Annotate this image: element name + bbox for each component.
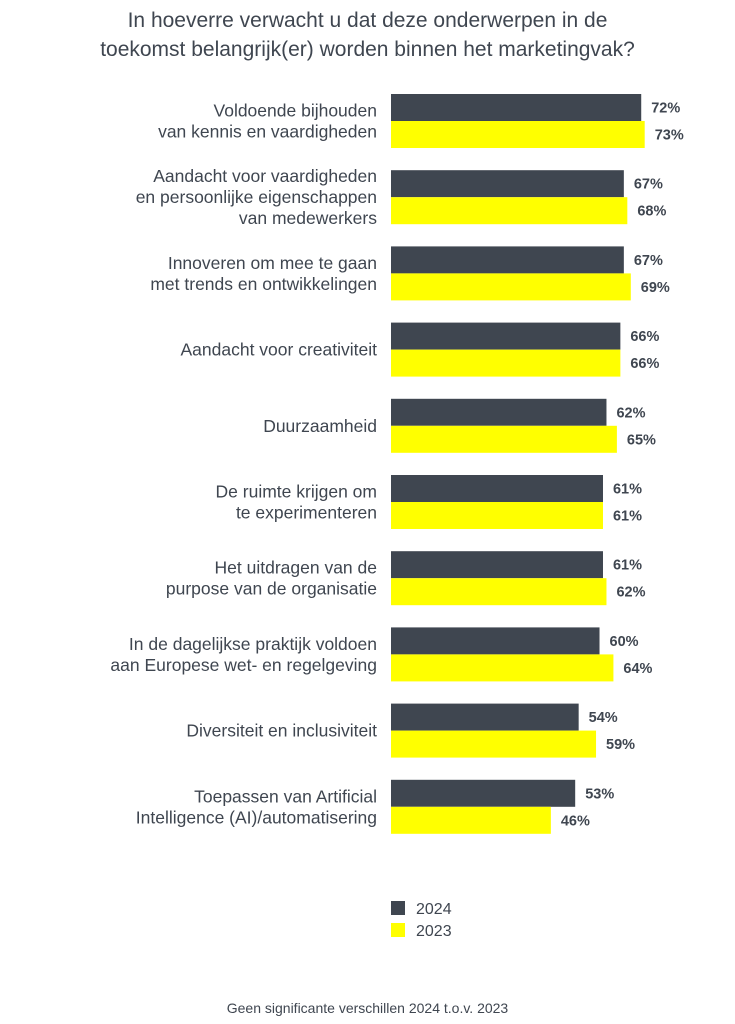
value-label-2023: 66% bbox=[630, 356, 659, 372]
category-label: Het uitdragen van de bbox=[215, 558, 377, 578]
category-label: aan Europese wet- en regelgeving bbox=[110, 655, 377, 675]
chart-title: In hoeverre verwacht u dat deze onderwer… bbox=[0, 6, 735, 64]
bar-2024 bbox=[391, 703, 579, 731]
category-label: van kennis en vaardigheden bbox=[158, 122, 377, 142]
legend-label-2024: 2024 bbox=[416, 901, 452, 918]
bar-2023 bbox=[391, 578, 607, 606]
category-label: Toepassen van Artificial bbox=[194, 786, 377, 806]
bar-2023 bbox=[391, 273, 631, 301]
category-label: Diversiteit en inclusiviteit bbox=[186, 721, 377, 741]
value-label-2023: 69% bbox=[641, 280, 670, 296]
bar-2024 bbox=[391, 398, 607, 426]
bar-2024 bbox=[391, 246, 624, 274]
bar-2024 bbox=[391, 94, 642, 121]
chart-title-line-2: toekomst belangrijk(er) worden binnen he… bbox=[100, 38, 635, 61]
value-label-2024: 53% bbox=[585, 786, 614, 802]
category-label: De ruimte krijgen om bbox=[216, 482, 377, 502]
value-label-2023: 65% bbox=[627, 432, 656, 448]
category-label: Intelligence (AI)/automatisering bbox=[136, 807, 377, 827]
category-label: Aandacht voor creativiteit bbox=[181, 340, 378, 360]
category-label: met trends en ontwikkelingen bbox=[150, 274, 377, 294]
value-label-2024: 67% bbox=[634, 253, 663, 269]
legend-label-2023: 2023 bbox=[416, 923, 452, 940]
value-label-2024: 72% bbox=[651, 101, 680, 117]
bar-2023 bbox=[391, 502, 603, 529]
value-label-2024: 54% bbox=[589, 710, 618, 726]
value-label-2023: 61% bbox=[613, 509, 642, 525]
bar-2023 bbox=[391, 121, 645, 148]
bar-2023 bbox=[391, 197, 628, 225]
value-label-2023: 59% bbox=[606, 737, 635, 753]
value-label-2024: 61% bbox=[613, 482, 642, 498]
bar-2024 bbox=[391, 475, 603, 502]
bar-2024 bbox=[391, 779, 576, 807]
legend-swatch-2024 bbox=[391, 901, 405, 915]
value-label-2024: 60% bbox=[610, 634, 639, 650]
category-label: Voldoende bijhouden bbox=[214, 101, 378, 121]
category-label: In de dagelijkse praktijk voldoen bbox=[129, 634, 377, 654]
value-label-2023: 46% bbox=[561, 813, 590, 829]
value-label-2024: 61% bbox=[613, 558, 642, 574]
category-label: Innoveren om mee te gaan bbox=[168, 253, 377, 273]
category-label: Aandacht voor vaardigheden bbox=[153, 166, 377, 186]
bar-2024 bbox=[391, 551, 603, 579]
bar-2023 bbox=[391, 425, 617, 453]
bar-2024 bbox=[391, 170, 624, 198]
chart-title-line-1: In hoeverre verwacht u dat deze onderwer… bbox=[127, 9, 608, 32]
value-label-2023: 68% bbox=[637, 204, 666, 220]
category-label: Duurzaamheid bbox=[263, 416, 377, 436]
bar-2023 bbox=[391, 349, 621, 377]
category-label: purpose van de organisatie bbox=[166, 579, 377, 599]
value-label-2024: 67% bbox=[634, 177, 663, 193]
value-label-2023: 62% bbox=[616, 585, 645, 601]
value-label-2023: 73% bbox=[655, 128, 684, 144]
legend-swatch-2023 bbox=[391, 923, 405, 937]
bar-2023 bbox=[391, 730, 597, 758]
bar-2024 bbox=[391, 627, 600, 655]
category-label: en persoonlijke eigenschappen bbox=[136, 187, 377, 207]
footnote: Geen significante verschillen 2024 t.o.v… bbox=[226, 1000, 509, 1016]
value-label-2024: 66% bbox=[630, 329, 659, 345]
bar-2023 bbox=[391, 654, 614, 682]
value-label-2023: 64% bbox=[623, 661, 652, 677]
bar-2024 bbox=[391, 322, 621, 350]
category-label: te experimenteren bbox=[236, 503, 377, 523]
value-label-2024: 62% bbox=[616, 405, 645, 421]
category-label: van medewerkers bbox=[239, 208, 377, 228]
bar-2023 bbox=[391, 806, 551, 834]
